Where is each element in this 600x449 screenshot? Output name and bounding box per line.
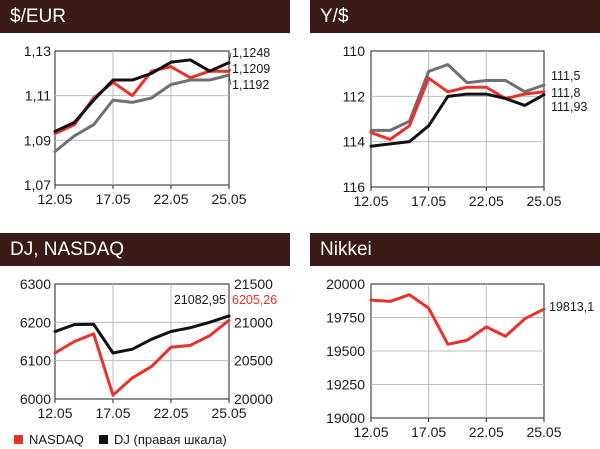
legend-nasdaq-label: NASDAQ	[29, 432, 84, 447]
nikkei-y-tick-label-2: 19500	[326, 343, 365, 359]
dj-nasdaq-series-red	[53, 318, 231, 397]
nikkei-y-tick-label-0: 20000	[326, 276, 365, 292]
usd-eur-x-tick-label-1: 17.05	[95, 191, 130, 207]
yen-usd-y-tick-label-2: 114	[343, 134, 366, 150]
yen-usd-end-label-black: 111,93	[551, 100, 587, 114]
dj-nasdaq-x-tick-label-3: 25.05	[211, 405, 246, 421]
dj-nasdaq-end-label-nasdaq: 6205,26	[232, 293, 277, 307]
yen-usd-end-label-red: 111,8	[551, 86, 580, 100]
dj-nasdaq-x-tick-label-2: 22.05	[153, 405, 188, 421]
yen-usd-y-tick-label-1: 112	[343, 88, 366, 104]
usd-eur-end-label-red: 1,1209	[232, 62, 270, 76]
usd-eur-panel-title: $/EUR	[0, 0, 290, 33]
dj-nasdaq-right-tick-label-1: 21000	[234, 314, 273, 330]
nikkei-end-label: 19813,1	[549, 300, 594, 314]
dj-nasdaq-right-tick-label-0: 21500	[234, 276, 273, 292]
nikkei-y-tick-label-1: 19750	[326, 310, 365, 326]
yen-usd-end-label-gray: 111,5	[551, 69, 580, 83]
usd-eur-y-tick-label-2: 1,09	[24, 132, 51, 148]
yen-usd-series-red	[369, 76, 546, 141]
usd-eur-y-tick-label-1: 1,11	[25, 88, 51, 104]
nikkei-y-tick-label-3: 19250	[326, 377, 365, 393]
legend-dj-swatch	[99, 435, 108, 444]
nikkei-x-tick-label-0: 12.05	[353, 424, 388, 440]
nikkei-x-tick-label-2: 22.05	[469, 424, 504, 440]
usd-eur-plot-frame	[54, 50, 230, 186]
dj-nasdaq-x-tick-label-0: 12.05	[37, 405, 72, 421]
usd-eur-end-leader-black	[228, 52, 232, 63]
dj-nasdaq-left-tick-label-0: 6300	[20, 276, 51, 292]
legend-nasdaq-swatch	[14, 435, 23, 444]
nikkei-series-red	[369, 293, 546, 346]
usd-eur-y-tick-label-3: 1,07	[24, 177, 51, 193]
nikkei-x-tick-label-3: 25.05	[526, 424, 561, 440]
dj-nasdaq-left-tick-label-2: 6100	[20, 353, 51, 369]
usd-eur-end-leader-gray	[228, 75, 232, 86]
usd-eur-end-label-black: 1,1248	[232, 46, 270, 60]
yen-usd-series-black	[369, 92, 546, 148]
usd-eur-series-black	[53, 58, 231, 133]
usd-eur-x-tick-label-2: 22.05	[153, 191, 188, 207]
usd-eur-end-leader-red	[228, 68, 232, 72]
yen-usd-x-tick-label-0: 12.05	[353, 193, 388, 209]
dj-nasdaq-left-tick-label-1: 6200	[20, 314, 51, 330]
dj-nasdaq-right-tick-label-2: 20500	[234, 353, 273, 369]
yen-usd-x-tick-label-2: 22.05	[469, 193, 504, 209]
usd-eur-y-tick-label-0: 1,13	[24, 43, 51, 59]
yen-usd-y-tick-label-0: 110	[343, 43, 366, 59]
dj-nasdaq-left-tick-label-3: 6000	[20, 391, 51, 407]
dj-nasdaq-series-black	[53, 314, 231, 355]
yen-usd-panel-title: Y/$	[310, 0, 600, 33]
usd-eur-series-gray	[53, 73, 231, 153]
nikkei-panel-title: Nikkei	[310, 233, 600, 266]
yen-usd-y-tick-label-3: 116	[343, 179, 366, 195]
yen-usd-x-tick-label-1: 17.05	[411, 193, 446, 209]
nikkei-y-tick-label-4: 19000	[326, 410, 365, 426]
dj-nasdaq-right-tick-label-3: 20000	[234, 391, 273, 407]
usd-eur-x-tick-label-3: 25.05	[211, 191, 246, 207]
dj-nasdaq-x-tick-label-1: 17.05	[95, 405, 130, 421]
dj-nasdaq-panel-title: DJ, NASDAQ	[0, 233, 290, 266]
nikkei-x-tick-label-1: 17.05	[411, 424, 446, 440]
dj-nasdaq-end-label-dj: 21082,95	[174, 293, 226, 307]
legend-dj-label: DJ (правая шкала)	[114, 432, 227, 447]
yen-usd-series-gray	[369, 63, 546, 132]
yen-usd-x-tick-label-3: 25.05	[526, 193, 561, 209]
dj-nasdaq-plot-frame	[54, 283, 230, 400]
usd-eur-x-tick-label-0: 12.05	[37, 191, 72, 207]
yen-usd-plot-frame	[370, 50, 545, 188]
usd-eur-end-label-gray: 1,1192	[232, 78, 269, 92]
